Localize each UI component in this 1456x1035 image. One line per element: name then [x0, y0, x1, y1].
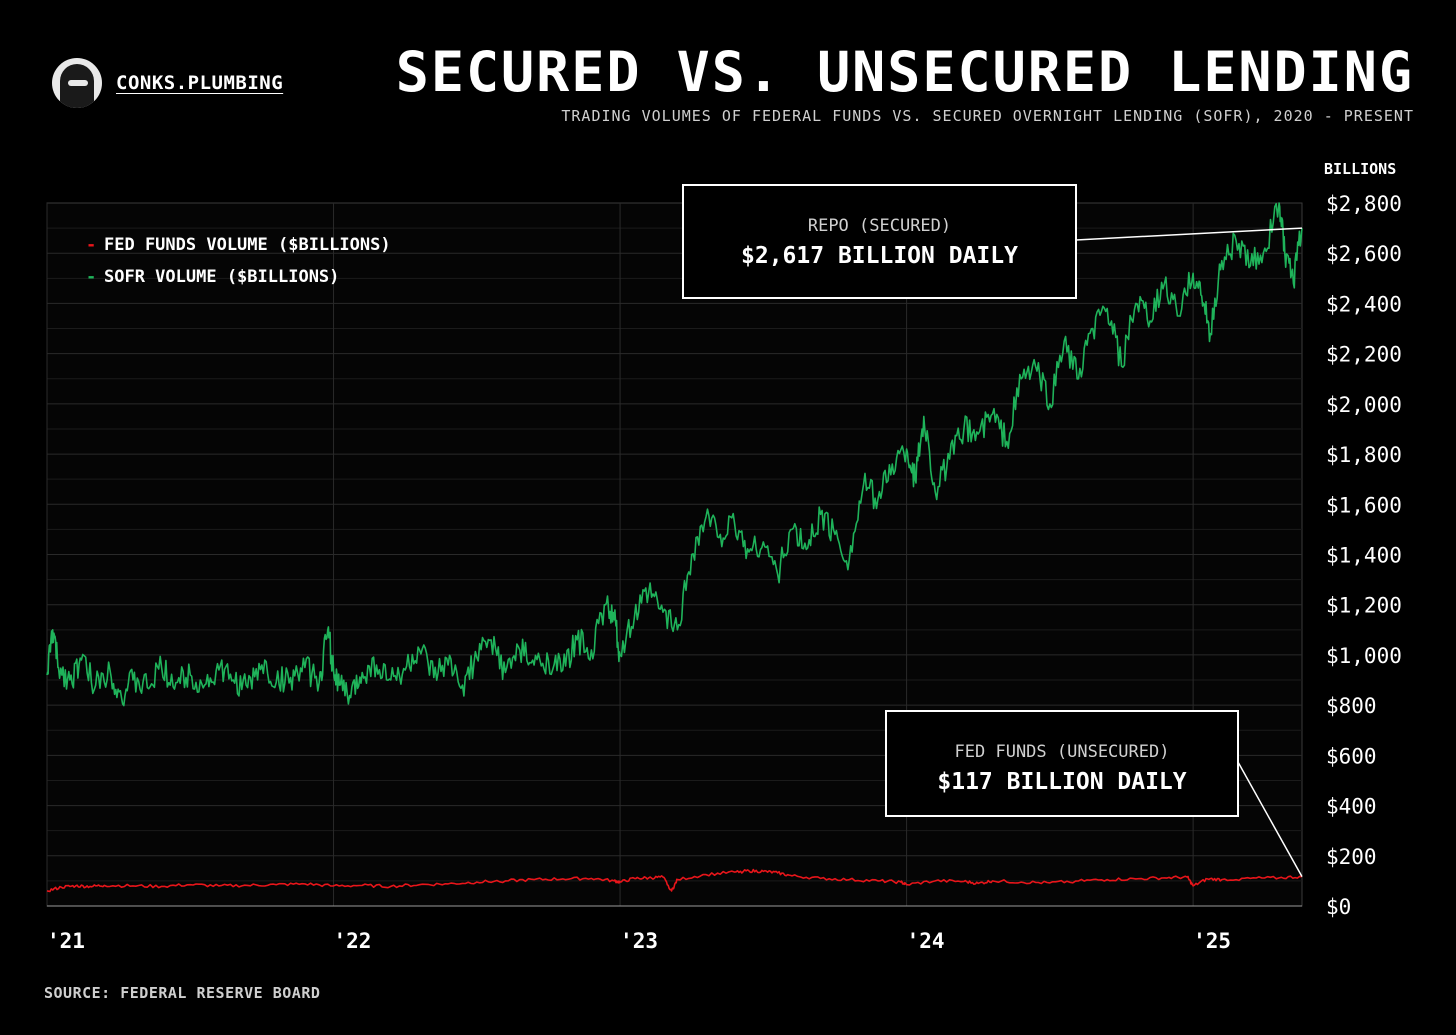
y-tick-label: $2,400 — [1326, 292, 1402, 316]
legend-label-fedfunds: FED FUNDS VOLUME ($BILLIONS) — [104, 235, 391, 255]
y-tick-label: $200 — [1326, 845, 1377, 869]
callout-label-sofr: REPO (SECURED) — [808, 216, 951, 236]
y-tick-label: $1,800 — [1326, 443, 1402, 467]
y-tick-label: $2,600 — [1326, 242, 1402, 266]
x-tick-label: '22 — [334, 929, 372, 953]
x-tick-label: '21 — [47, 929, 85, 953]
page-title: SECURED VS. UNSECURED LENDING — [395, 40, 1414, 104]
y-tick-label: $2,800 — [1326, 192, 1402, 216]
fedfunds-series-line — [46, 868, 1303, 893]
ninja-avatar-icon — [52, 58, 102, 108]
y-tick-label: $1,000 — [1326, 644, 1402, 668]
legend-label-sofr: SOFR VOLUME ($BILLIONS) — [104, 267, 339, 287]
y-tick-label: $2,200 — [1326, 343, 1402, 367]
page-subtitle: TRADING VOLUMES OF FEDERAL FUNDS VS. SEC… — [561, 107, 1414, 125]
callout-value-sofr: $2,617 BILLION DAILY — [741, 243, 1018, 269]
brand-link[interactable]: CONKS.PLUMBING — [116, 72, 284, 94]
y-tick-label: $2,000 — [1326, 393, 1402, 417]
brand: CONKS.PLUMBING — [52, 58, 283, 108]
y-tick-label: $1,400 — [1326, 544, 1402, 568]
callout-line-sofr — [1075, 227, 1303, 241]
sofr-series-line — [46, 202, 1303, 707]
source-note: SOURCE: FEDERAL RESERVE BOARD — [44, 984, 321, 1002]
callout-value-fedfunds: $117 BILLION DAILY — [937, 769, 1186, 795]
callout-box-fedfunds — [885, 710, 1239, 817]
y-tick-label: $600 — [1326, 744, 1377, 768]
y-tick-label: $800 — [1326, 694, 1377, 718]
callout-line-fedfunds — [1237, 761, 1303, 877]
y-axis-title: BILLIONS — [1324, 160, 1396, 178]
x-tick-label: '24 — [907, 929, 945, 953]
callout-label-fedfunds: FED FUNDS (UNSECURED) — [955, 742, 1170, 762]
x-tick-label: '25 — [1193, 929, 1231, 953]
y-tick-label: $1,600 — [1326, 493, 1402, 517]
callout-box-sofr — [682, 184, 1077, 299]
y-tick-label: $0 — [1326, 895, 1351, 919]
legend-marker-sofr: - — [86, 267, 96, 287]
y-tick-label: $1,200 — [1326, 594, 1402, 618]
x-tick-label: '23 — [620, 929, 658, 953]
legend-marker-fedfunds: - — [86, 235, 96, 255]
y-tick-label: $400 — [1326, 795, 1377, 819]
